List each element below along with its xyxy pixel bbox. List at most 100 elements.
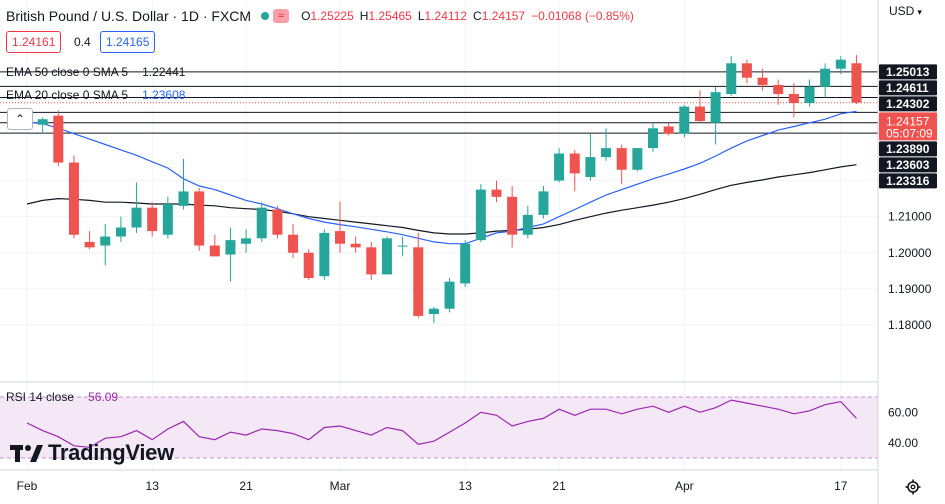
candle[interactable]	[679, 104, 690, 138]
level-badge[interactable]: 1.24611	[879, 80, 937, 96]
candle[interactable]	[475, 184, 486, 242]
time-tick-label: Feb	[17, 479, 38, 493]
candle[interactable]	[851, 55, 862, 105]
candle[interactable]	[773, 79, 784, 105]
candle-body	[428, 308, 439, 315]
price-scale[interactable]: 1.220001.210001.200001.190001.180001.250…	[879, 64, 937, 332]
candle[interactable]	[585, 133, 596, 181]
candle[interactable]	[491, 180, 502, 203]
candle[interactable]	[601, 128, 612, 161]
candle-body	[209, 245, 220, 257]
candle[interactable]	[616, 144, 627, 185]
level-badge[interactable]: 1.23603	[879, 157, 937, 173]
candle[interactable]	[241, 229, 252, 253]
candle[interactable]	[381, 236, 392, 275]
candle[interactable]	[288, 223, 299, 259]
collapse-legend-button[interactable]: ⌃	[7, 108, 33, 130]
candle[interactable]	[68, 155, 79, 239]
rsi-legend[interactable]: RSI 14 close 56.09	[6, 390, 118, 404]
candle[interactable]	[538, 185, 549, 219]
level-badge[interactable]: 1.24302	[879, 96, 937, 112]
candle[interactable]	[726, 56, 737, 96]
candle-body	[319, 232, 330, 277]
candle[interactable]	[569, 149, 580, 192]
candle[interactable]	[507, 185, 518, 248]
candle-body	[804, 86, 815, 103]
candle-body	[84, 241, 95, 248]
rsi-tick-label: 60.00	[888, 405, 918, 419]
candle[interactable]	[710, 86, 721, 145]
candle[interactable]	[460, 240, 471, 288]
candle[interactable]	[350, 236, 361, 253]
candle-body	[679, 106, 690, 134]
candle-body	[68, 162, 79, 235]
tradingview-logo[interactable]: TradingView	[10, 440, 174, 466]
candle[interactable]	[53, 110, 64, 167]
rsi-band	[0, 397, 878, 458]
candle[interactable]	[741, 59, 752, 84]
ema50-legend[interactable]: EMA 50 close 0 SMA 5 1.22441	[6, 65, 185, 79]
candle[interactable]	[397, 236, 408, 257]
candle-body	[569, 153, 580, 174]
level-badge[interactable]: 1.23890	[879, 141, 937, 157]
candle[interactable]	[209, 234, 220, 257]
candle-body	[115, 227, 126, 237]
sell-button[interactable]: 1.24161	[6, 31, 62, 53]
level-badge-text: 1.23603	[886, 158, 930, 172]
candle-body	[757, 77, 768, 85]
candle[interactable]	[147, 202, 158, 237]
buy-button[interactable]: 1.24165	[100, 31, 156, 53]
candle[interactable]	[757, 68, 768, 91]
level-badge[interactable]: 1.25013	[879, 64, 937, 80]
current-price-value: 1.24157	[886, 114, 930, 128]
candle[interactable]	[84, 231, 95, 250]
currency-selector[interactable]: USD ▾	[889, 4, 922, 18]
candle[interactable]	[648, 122, 658, 152]
candle[interactable]	[37, 117, 48, 134]
candle[interactable]	[225, 227, 236, 282]
candle[interactable]	[100, 223, 111, 266]
sell-quote: 1.24161	[6, 31, 62, 53]
candle[interactable]	[335, 201, 345, 253]
rsi-scale[interactable]: 60.00 40.00	[888, 405, 918, 449]
candle[interactable]	[522, 205, 533, 239]
candle[interactable]	[256, 202, 267, 242]
candle[interactable]	[272, 205, 283, 239]
symbol-header: British Pound / U.S. Dollar · 1D · FXCM …	[6, 6, 640, 26]
candle-body	[475, 189, 486, 241]
candle[interactable]	[804, 79, 815, 107]
candle[interactable]	[428, 306, 439, 324]
candle[interactable]	[131, 182, 142, 233]
level-badge-text: 1.24611	[886, 81, 929, 95]
level-badge[interactable]: 1.23316	[879, 173, 937, 189]
candle[interactable]	[303, 249, 314, 280]
candle[interactable]	[820, 63, 831, 98]
candle[interactable]	[788, 83, 799, 118]
candle[interactable]	[694, 90, 705, 123]
candle-body	[147, 207, 158, 232]
candle[interactable]	[178, 158, 189, 210]
candle[interactable]	[554, 148, 565, 183]
candle[interactable]	[632, 148, 643, 172]
time-axis[interactable]: Feb 13 21 Mar 13 21 Apr 17	[17, 479, 848, 493]
candle[interactable]	[162, 196, 173, 239]
gear-icon[interactable]	[905, 479, 921, 495]
candle[interactable]	[413, 232, 424, 318]
candle[interactable]	[663, 122, 674, 136]
candle[interactable]	[835, 56, 846, 75]
candle-body	[335, 231, 345, 244]
candle[interactable]	[444, 278, 455, 313]
candle-body	[632, 148, 643, 170]
ema20-legend[interactable]: EMA 20 close 0 SMA 5 1.23608	[6, 88, 185, 102]
candle[interactable]	[366, 241, 377, 280]
symbol-title[interactable]: British Pound / U.S. Dollar · 1D · FXCM	[6, 8, 252, 24]
candle[interactable]	[319, 229, 330, 280]
wave-icon[interactable]: ≈	[273, 9, 290, 23]
candle[interactable]	[115, 216, 126, 242]
candle-body	[397, 245, 408, 247]
candle-body	[381, 238, 392, 275]
candle[interactable]	[194, 187, 205, 251]
